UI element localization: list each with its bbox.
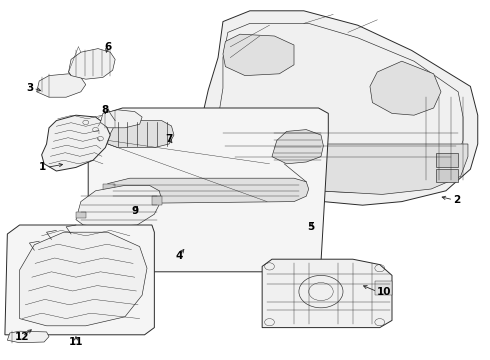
Polygon shape [103,178,309,203]
Text: 7: 7 [165,134,173,144]
Text: 6: 6 [104,42,111,52]
Polygon shape [262,259,392,328]
Text: 5: 5 [308,222,315,232]
Text: 4: 4 [175,251,183,261]
Polygon shape [152,196,162,205]
Polygon shape [20,232,147,326]
Polygon shape [76,212,86,218]
Polygon shape [272,130,323,164]
Polygon shape [223,34,294,76]
Polygon shape [100,110,142,128]
Text: 12: 12 [15,332,29,342]
Polygon shape [88,108,328,272]
Text: 1: 1 [39,162,47,172]
Polygon shape [201,11,478,205]
Polygon shape [375,281,392,295]
Text: 8: 8 [102,105,109,115]
Text: 3: 3 [26,83,33,93]
Text: 10: 10 [377,287,392,297]
Polygon shape [436,169,458,182]
Text: 11: 11 [69,337,83,347]
Polygon shape [5,225,154,335]
Polygon shape [76,185,162,227]
Polygon shape [42,115,110,171]
Text: 2: 2 [453,195,461,205]
Polygon shape [69,49,115,79]
Polygon shape [108,121,174,148]
Polygon shape [370,61,441,115]
Polygon shape [7,331,49,343]
Polygon shape [218,23,463,193]
Polygon shape [37,74,86,97]
Polygon shape [223,144,468,194]
Polygon shape [436,153,458,167]
Polygon shape [103,184,115,196]
Text: 9: 9 [131,206,138,216]
